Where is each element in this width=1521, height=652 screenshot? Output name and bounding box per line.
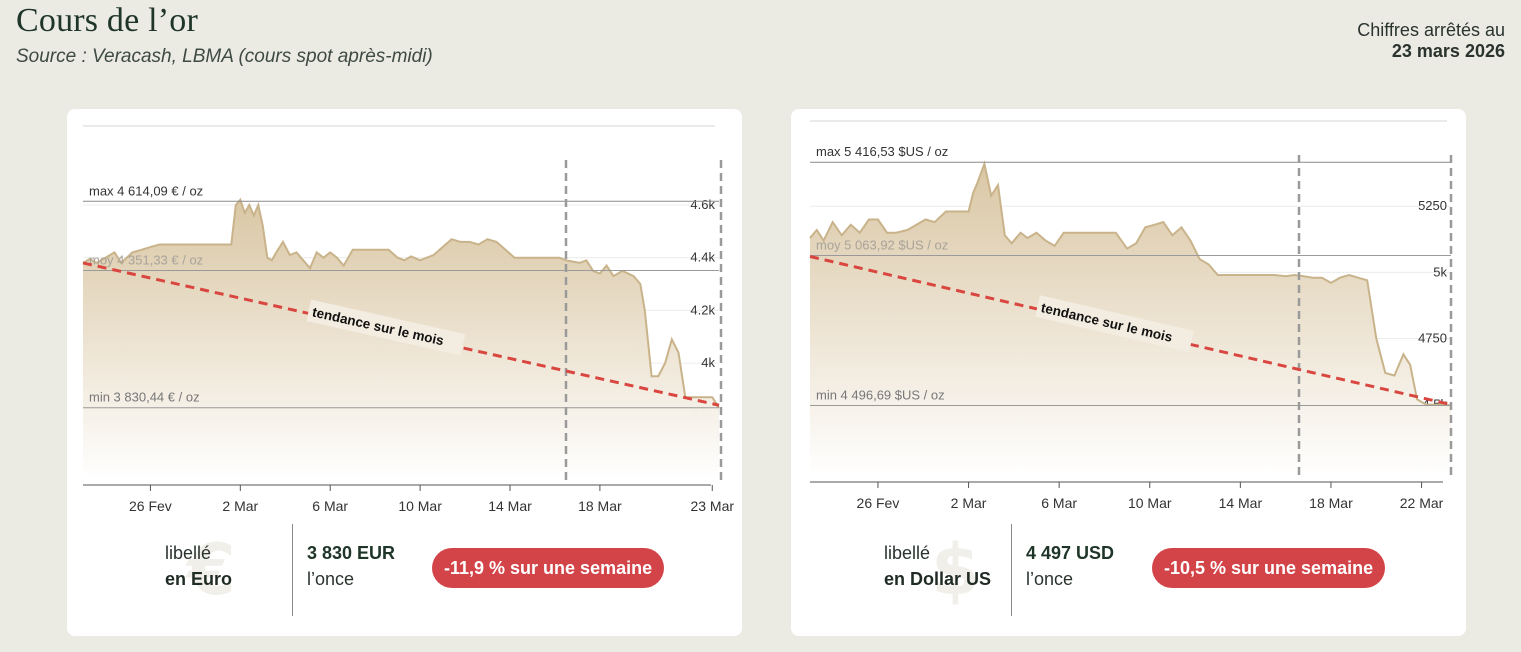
x-tick-label: 2 Mar bbox=[222, 498, 258, 514]
trend-label-bg bbox=[1035, 295, 1194, 353]
page-subtitle: Source : Veracash, LBMA (cours spot aprè… bbox=[16, 46, 433, 67]
label-caption: libellé bbox=[884, 543, 931, 563]
currency-name: en Euro bbox=[165, 569, 233, 589]
divider bbox=[1011, 524, 1012, 616]
x-tick-label: 22 Mar bbox=[1400, 495, 1444, 511]
as-of-date: 23 mars 2026 bbox=[1391, 41, 1505, 61]
as-of-block: Chiffres arrêtés au 23 mars 2026 bbox=[1357, 20, 1505, 62]
min-label: min 4 496,69 $US / oz bbox=[816, 387, 945, 402]
y-tick-label: 4.2k bbox=[690, 302, 715, 317]
x-tick-label: 10 Mar bbox=[398, 498, 442, 514]
current-price: 3 830 EUR bbox=[307, 543, 396, 563]
x-tick-label: 26 Fev bbox=[857, 495, 900, 511]
dollar-currency-icon: $ bbox=[931, 529, 980, 611]
price-unit: l’once bbox=[307, 569, 355, 589]
y-tick-label: 4750 bbox=[1418, 330, 1447, 345]
as-of-label: Chiffres arrêtés au bbox=[1357, 20, 1505, 40]
trend-label-bg bbox=[306, 299, 466, 356]
y-tick-label: 4k bbox=[701, 355, 715, 370]
x-tick-label: 23 Mar bbox=[690, 498, 734, 514]
current-price: 4 497 USD bbox=[1026, 543, 1115, 563]
weekly-change-badge: -11,9 % sur une semaine bbox=[432, 548, 665, 588]
y-tick-label: 4.6k bbox=[690, 197, 715, 212]
max-label: max 5 416,53 $US / oz bbox=[816, 144, 948, 159]
y-tick-label: 5250 bbox=[1418, 198, 1447, 213]
x-tick-label: 18 Mar bbox=[578, 498, 622, 514]
x-tick-label: 2 Mar bbox=[951, 495, 987, 511]
x-tick-label: 18 Mar bbox=[1309, 495, 1353, 511]
trend-line bbox=[809, 255, 1452, 407]
summary-footer-dollar: $ libellé en Dollar US 4 497 USD l’once … bbox=[791, 521, 1466, 621]
price-line bbox=[82, 197, 720, 409]
y-tick-label: 4.4k bbox=[690, 250, 715, 265]
divider bbox=[292, 524, 293, 616]
weekly-change-badge: -10,5 % sur une semaine bbox=[1152, 548, 1386, 588]
price-line bbox=[809, 160, 1452, 407]
x-tick-label: 14 Mar bbox=[1219, 495, 1263, 511]
x-tick-label: 6 Mar bbox=[312, 498, 348, 514]
euro-currency-icon: € bbox=[187, 529, 236, 611]
avg-label: moy 5 063,92 $US / oz bbox=[816, 237, 948, 252]
x-tick-label: 14 Mar bbox=[488, 498, 532, 514]
summary-footer-euro: € libellé en Euro 3 830 EUR l’once -11,9… bbox=[67, 521, 742, 621]
label-caption: libellé bbox=[165, 543, 212, 563]
min-label: min 3 830,44 € / oz bbox=[89, 390, 200, 405]
x-tick-label: 26 Fev bbox=[129, 498, 172, 514]
x-tick-label: 10 Mar bbox=[1128, 495, 1172, 511]
price-unit: l’once bbox=[1026, 569, 1074, 589]
trend-line bbox=[82, 261, 720, 407]
avg-label: moy 4 351,33 € / oz bbox=[89, 253, 203, 268]
y-tick-label: 5k bbox=[1433, 264, 1447, 279]
page-title: Cours de l’or bbox=[16, 2, 199, 39]
x-tick-label: 6 Mar bbox=[1041, 495, 1077, 511]
max-label: max 4 614,09 € / oz bbox=[89, 183, 203, 198]
currency-name: en Dollar US bbox=[884, 569, 992, 589]
